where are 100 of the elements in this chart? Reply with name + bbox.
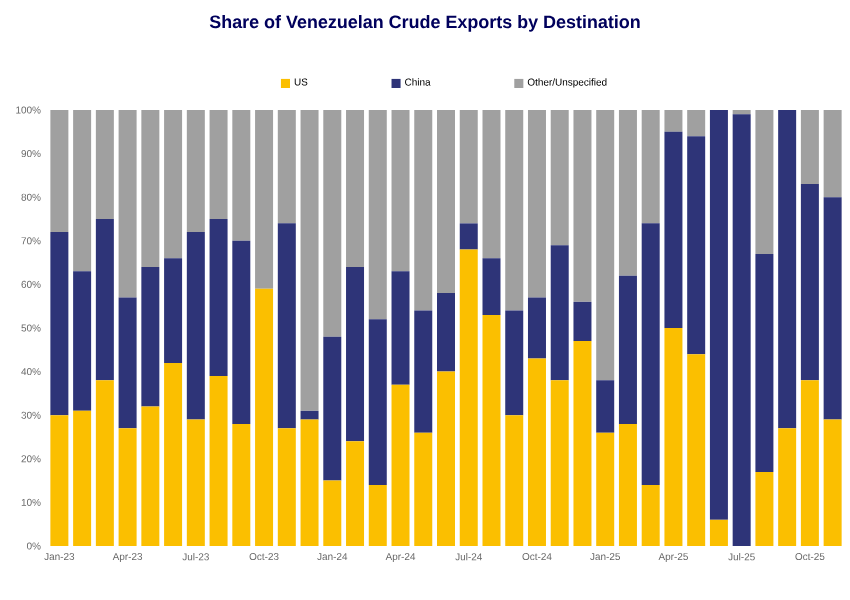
bar (550, 109, 569, 246)
bar (346, 109, 365, 267)
bar (459, 249, 478, 546)
bar (596, 109, 615, 381)
bar (73, 271, 92, 411)
bar (391, 384, 410, 546)
bar (687, 136, 706, 355)
bar (505, 310, 524, 416)
bar (50, 109, 69, 233)
bar (437, 293, 455, 372)
bar (573, 301, 592, 342)
bar (95, 380, 114, 546)
bar (118, 109, 137, 298)
bar (391, 109, 410, 272)
bar (618, 423, 637, 546)
bar (95, 219, 114, 381)
bar (50, 232, 69, 416)
bar (505, 415, 524, 546)
bar (300, 410, 319, 420)
bar (73, 109, 92, 272)
bar (709, 109, 728, 520)
bar (527, 358, 546, 546)
bar (527, 297, 546, 359)
bar (505, 109, 524, 311)
bar (800, 184, 819, 381)
bar (755, 253, 774, 472)
bar (368, 319, 387, 485)
bar (323, 109, 342, 337)
bar (232, 109, 251, 241)
bar (732, 109, 751, 115)
bar (664, 109, 683, 132)
bar (755, 471, 774, 546)
bar (141, 266, 160, 407)
bar (778, 109, 797, 429)
bar (50, 415, 69, 546)
bar (73, 410, 92, 546)
bar (641, 223, 660, 485)
bar (141, 109, 160, 267)
bar (437, 371, 455, 546)
bar (550, 380, 569, 546)
bar (232, 423, 251, 546)
bar (687, 109, 706, 137)
bar (414, 432, 433, 546)
bar (255, 109, 274, 289)
bar (323, 336, 342, 481)
bar (573, 341, 592, 546)
bar (823, 419, 842, 546)
bar (118, 297, 137, 429)
bar (391, 271, 410, 385)
bar (459, 109, 478, 224)
bar (164, 109, 183, 259)
bar (550, 245, 569, 381)
bar (437, 109, 455, 294)
bar (778, 428, 797, 546)
bar (277, 223, 296, 429)
bar (164, 362, 183, 546)
bar (800, 109, 819, 185)
bar (687, 354, 706, 546)
bar (664, 131, 683, 328)
bar (209, 109, 228, 219)
bar (346, 266, 365, 442)
bar (323, 480, 342, 546)
bar (596, 380, 615, 433)
chart-title: Share of Venezuelan Crude Exports by Destination (209, 15, 640, 32)
bar (573, 109, 592, 302)
bar (664, 328, 683, 546)
bar (209, 375, 228, 546)
bar (186, 232, 205, 420)
bar (732, 114, 751, 546)
bar (641, 484, 660, 546)
bar (596, 432, 615, 546)
bar (527, 109, 546, 298)
bar (823, 197, 842, 420)
bar (277, 109, 296, 224)
bar (141, 406, 160, 546)
bar (277, 428, 296, 546)
bar (95, 109, 114, 219)
bar (414, 109, 433, 311)
bar (300, 109, 319, 411)
bar (823, 109, 842, 198)
bar (618, 109, 637, 276)
bar (186, 109, 205, 233)
bar (800, 380, 819, 546)
bar (709, 519, 728, 546)
bar (255, 288, 274, 546)
bar (164, 258, 183, 363)
bar (368, 484, 387, 546)
bar (618, 275, 637, 424)
bar (209, 219, 228, 376)
bar (641, 109, 660, 224)
bar (755, 109, 774, 254)
bar (368, 109, 387, 320)
bar (482, 258, 501, 315)
bar (186, 419, 205, 546)
bar (346, 441, 365, 546)
bar (414, 310, 433, 433)
bar (482, 314, 501, 546)
bar (118, 428, 137, 546)
bar (232, 240, 251, 424)
bar (459, 223, 478, 250)
